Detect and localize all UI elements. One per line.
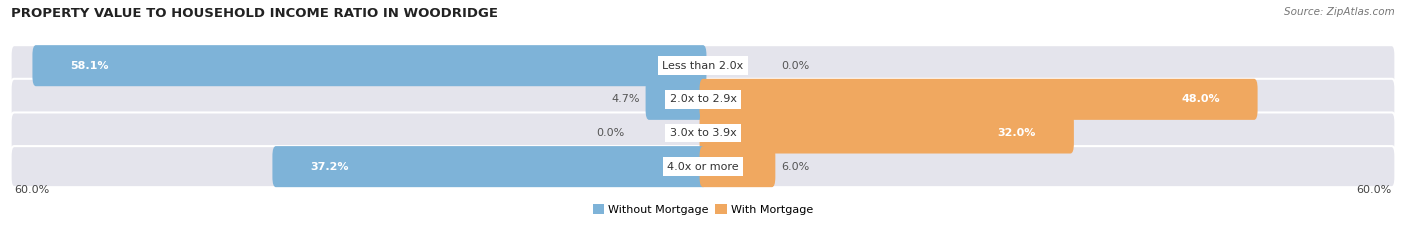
FancyBboxPatch shape xyxy=(273,146,706,187)
FancyBboxPatch shape xyxy=(700,113,1074,154)
Text: PROPERTY VALUE TO HOUSEHOLD INCOME RATIO IN WOODRIDGE: PROPERTY VALUE TO HOUSEHOLD INCOME RATIO… xyxy=(11,7,498,20)
FancyBboxPatch shape xyxy=(645,79,706,120)
FancyBboxPatch shape xyxy=(11,45,1395,86)
Text: 0.0%: 0.0% xyxy=(596,128,624,138)
Text: 3.0x to 3.9x: 3.0x to 3.9x xyxy=(669,128,737,138)
Text: 4.0x or more: 4.0x or more xyxy=(668,162,738,172)
Text: 2.0x to 2.9x: 2.0x to 2.9x xyxy=(669,94,737,104)
Text: 32.0%: 32.0% xyxy=(998,128,1036,138)
Text: 60.0%: 60.0% xyxy=(14,185,49,194)
Text: 37.2%: 37.2% xyxy=(311,162,349,172)
FancyBboxPatch shape xyxy=(700,146,775,187)
Text: 4.7%: 4.7% xyxy=(612,94,640,104)
Text: Source: ZipAtlas.com: Source: ZipAtlas.com xyxy=(1284,7,1395,17)
FancyBboxPatch shape xyxy=(11,79,1395,120)
FancyBboxPatch shape xyxy=(32,45,706,86)
Text: 60.0%: 60.0% xyxy=(1357,185,1392,194)
FancyBboxPatch shape xyxy=(11,113,1395,154)
Text: 6.0%: 6.0% xyxy=(782,162,810,172)
Legend: Without Mortgage, With Mortgage: Without Mortgage, With Mortgage xyxy=(588,200,818,219)
Text: 48.0%: 48.0% xyxy=(1181,94,1219,104)
Text: 58.1%: 58.1% xyxy=(70,61,108,71)
FancyBboxPatch shape xyxy=(11,146,1395,187)
Text: 0.0%: 0.0% xyxy=(782,61,810,71)
FancyBboxPatch shape xyxy=(700,79,1257,120)
Text: Less than 2.0x: Less than 2.0x xyxy=(662,61,744,71)
